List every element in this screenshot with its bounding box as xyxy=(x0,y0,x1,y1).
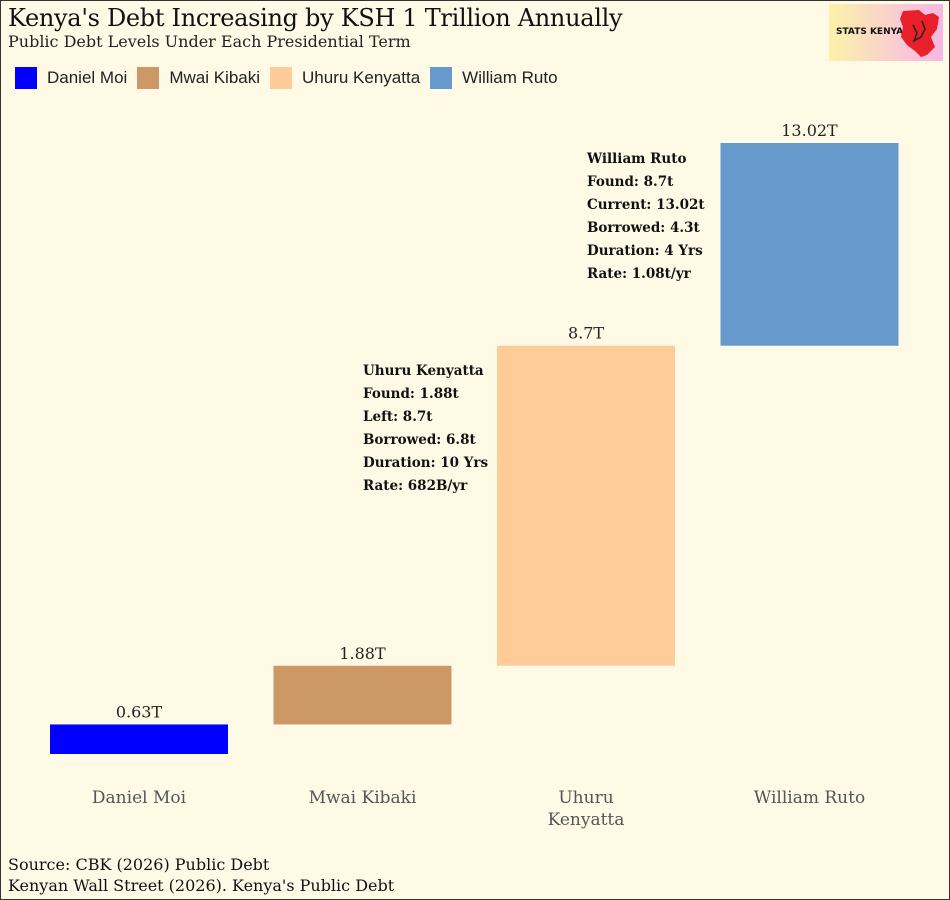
annotation-line: Left: 8.7t xyxy=(363,409,433,425)
kenya-map-icon xyxy=(900,10,939,57)
legend-item-3: Uhuru Kenyatta xyxy=(270,67,420,89)
annotation-line: Uhuru Kenyatta xyxy=(363,363,484,379)
chart-subtitle: Public Debt Levels Under Each Presidenti… xyxy=(8,32,411,51)
x-tick-label: Kenyatta xyxy=(548,810,625,830)
annotation-line: Found: 1.88t xyxy=(363,386,459,402)
annotation-line: Rate: 1.08t/yr xyxy=(587,266,692,282)
legend: Daniel Moi Mwai Kibaki Uhuru Kenyatta Willi… xyxy=(15,66,568,90)
source-line-1: Source: CBK (2026) Public Debt xyxy=(8,855,270,874)
legend-label: Mwai Kibaki xyxy=(169,68,261,87)
x-tick-label: William Ruto xyxy=(754,788,865,808)
annotation-line: Borrowed: 6.8t xyxy=(363,432,476,448)
annotation-line: Rate: 682B/yr xyxy=(363,478,468,494)
annotation-line: Found: 8.7t xyxy=(587,174,674,190)
legend-label: Daniel Moi xyxy=(47,68,128,87)
value-label-2: 1.88T xyxy=(339,644,386,663)
x-tick-label: Daniel Moi xyxy=(92,788,187,808)
x-tick-label: Mwai Kibaki xyxy=(309,788,417,808)
legend-item-1: Daniel Moi xyxy=(15,67,127,89)
value-label-3: 8.7T xyxy=(568,324,604,343)
source-line-2: Kenyan Wall Street (2026). Kenya's Publi… xyxy=(8,876,395,895)
bar-4 xyxy=(720,143,899,346)
x-tick-label: Uhuru xyxy=(558,788,613,808)
bar-1 xyxy=(50,724,228,754)
logo-text: STATS KENYA xyxy=(836,27,904,37)
bar-2 xyxy=(273,665,452,725)
source-note: Source: CBK (2026) Public Debt Kenyan Wa… xyxy=(8,854,394,896)
legend-item-2: Mwai Kibaki xyxy=(137,67,260,89)
annotation-line: Current: 13.02t xyxy=(587,197,705,213)
legend-swatch xyxy=(15,67,37,89)
chart-title: Kenya's Debt Increasing by KSH 1 Trillio… xyxy=(8,4,623,32)
annotation-line: Duration: 10 Yrs xyxy=(363,455,488,471)
stats-kenya-logo: STATS KENYA xyxy=(829,4,943,61)
annotation-line: William Ruto xyxy=(586,151,686,167)
legend-item-4: William Ruto xyxy=(430,67,558,89)
value-label-4: 13.02T xyxy=(781,121,838,140)
legend-label: Uhuru Kenyatta xyxy=(302,68,421,87)
annotation-line: Duration: 4 Yrs xyxy=(587,243,703,259)
annotation-line: Borrowed: 4.3t xyxy=(587,220,700,236)
legend-swatch xyxy=(137,67,160,89)
legend-label: William Ruto xyxy=(462,68,558,87)
value-label-1: 0.63T xyxy=(116,702,163,721)
bar-3 xyxy=(497,345,675,666)
legend-swatch xyxy=(270,67,293,89)
legend-swatch xyxy=(430,67,453,89)
